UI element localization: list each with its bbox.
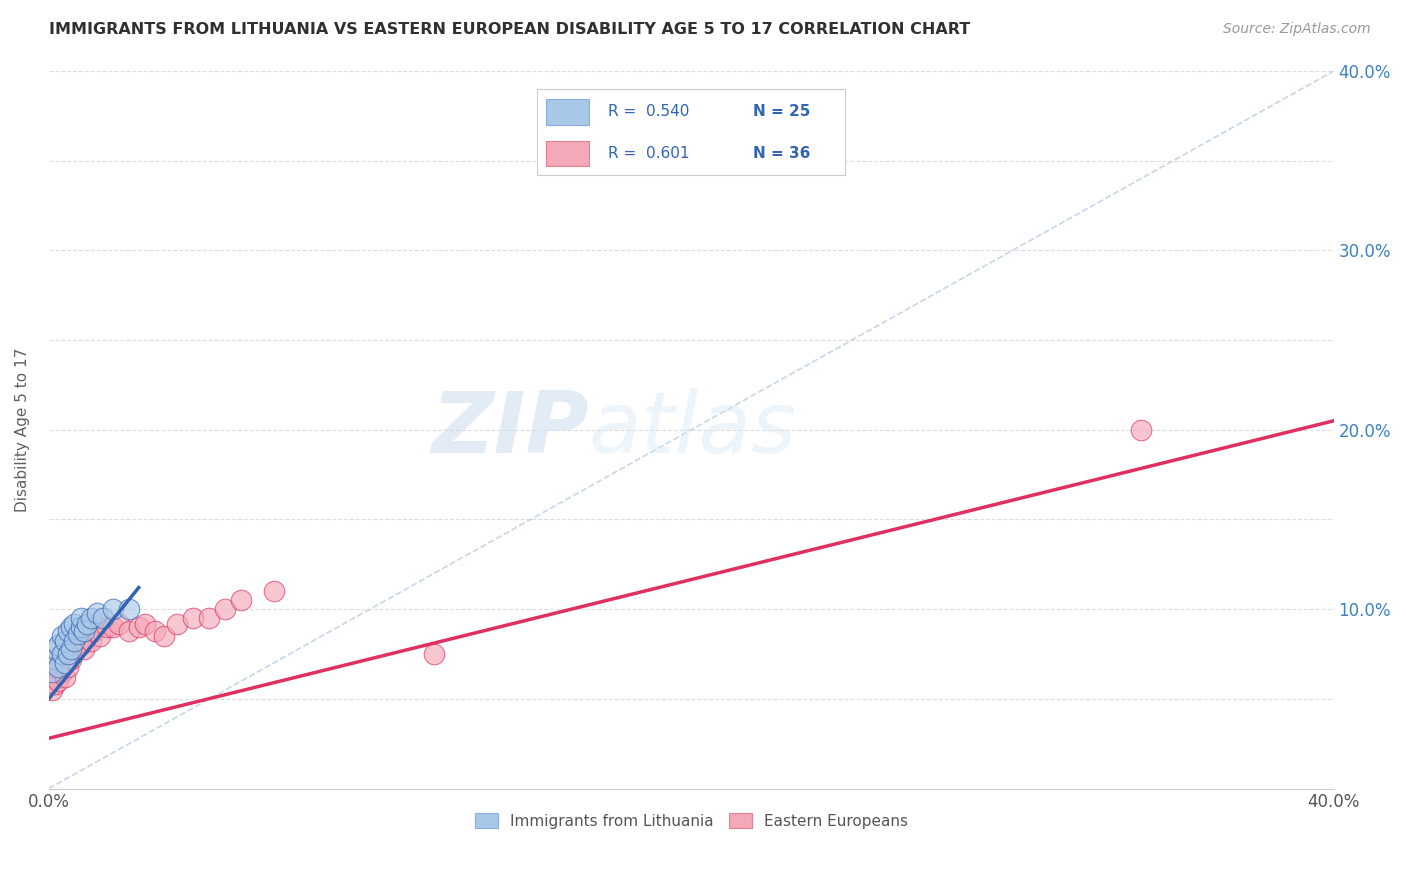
Point [108, 616, 131, 631]
Point [60, 652, 83, 666]
Point [66, 634, 89, 648]
Point [153, 629, 176, 643]
Point [79, 611, 101, 625]
Point [181, 611, 204, 625]
Point [70, 638, 93, 652]
Point [44, 677, 66, 691]
Point [44, 652, 66, 666]
Text: atlas: atlas [588, 388, 796, 471]
Point [41, 682, 63, 697]
Point [79, 634, 101, 648]
Point [89, 629, 111, 643]
Point [56, 647, 79, 661]
Point [48, 652, 70, 666]
Point [73, 624, 96, 638]
Point [41, 670, 63, 684]
Point [51, 647, 73, 661]
Point [56, 638, 79, 652]
Point [143, 624, 166, 638]
Point [166, 616, 188, 631]
Point [263, 584, 285, 599]
Point [53, 641, 76, 656]
Point [128, 620, 150, 634]
Point [423, 647, 446, 661]
Point [231, 593, 253, 607]
Point [56, 659, 79, 673]
Legend: Immigrants from Lithuania, Eastern Europeans: Immigrants from Lithuania, Eastern Europ… [468, 806, 914, 835]
Point [53, 656, 76, 670]
Point [48, 659, 70, 673]
Point [56, 624, 79, 638]
Point [44, 641, 66, 656]
Point [48, 638, 70, 652]
Point [51, 629, 73, 643]
Text: ZIP: ZIP [430, 388, 588, 471]
Point [101, 602, 124, 616]
Text: Source: ZipAtlas.com: Source: ZipAtlas.com [1223, 22, 1371, 37]
Point [1129, 423, 1152, 437]
Point [70, 620, 93, 634]
Point [63, 641, 86, 656]
Text: IMMIGRANTS FROM LITHUANIA VS EASTERN EUROPEAN DISABILITY AGE 5 TO 17 CORRELATION: IMMIGRANTS FROM LITHUANIA VS EASTERN EUR… [49, 22, 970, 37]
Point [51, 647, 73, 661]
Point [53, 634, 76, 648]
Point [86, 606, 108, 620]
Point [66, 627, 89, 641]
Point [60, 641, 83, 656]
Point [118, 624, 141, 638]
Point [96, 620, 118, 634]
Point [70, 611, 93, 625]
Point [63, 616, 86, 631]
Point [134, 616, 156, 631]
Point [73, 641, 96, 656]
Point [214, 602, 236, 616]
Point [60, 620, 83, 634]
Point [101, 620, 124, 634]
Point [63, 634, 86, 648]
Point [41, 665, 63, 679]
Point [76, 616, 98, 631]
Point [53, 670, 76, 684]
Point [48, 673, 70, 688]
Point [83, 624, 105, 638]
Point [44, 659, 66, 673]
Point [198, 611, 221, 625]
Point [51, 665, 73, 679]
Point [118, 602, 141, 616]
Point [93, 611, 115, 625]
Y-axis label: Disability Age 5 to 17: Disability Age 5 to 17 [15, 348, 30, 512]
